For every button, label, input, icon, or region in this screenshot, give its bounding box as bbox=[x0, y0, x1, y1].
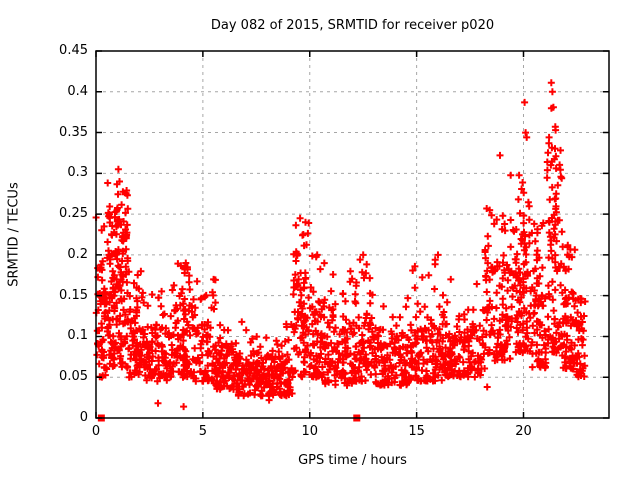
x-tick-label: 5 bbox=[198, 424, 208, 439]
y-tick-label: 0.4 bbox=[67, 83, 88, 99]
y-tick-label: 0.3 bbox=[67, 165, 88, 181]
x-tick-label: 20 bbox=[515, 424, 532, 439]
y-tick-label: 0.25 bbox=[59, 206, 88, 222]
y-tick-label: 0 bbox=[79, 410, 88, 425]
y-tick-label: 0.2 bbox=[67, 246, 88, 262]
y-tick-label: 0.35 bbox=[59, 124, 88, 140]
x-tick-label: 0 bbox=[91, 424, 101, 439]
y-tick-label: 0.15 bbox=[59, 287, 88, 303]
scatter-points-srmtid-scatter bbox=[92, 79, 589, 411]
x-tick-label: 10 bbox=[301, 424, 319, 439]
x-tick-label: 15 bbox=[408, 424, 425, 439]
x-axis-label: GPS time / hours bbox=[298, 453, 407, 468]
y-tick-label: 0.05 bbox=[59, 369, 88, 385]
y-tick-label: 0.1 bbox=[67, 328, 88, 344]
plot-border bbox=[95, 50, 610, 419]
chart-title: Day 082 of 2015, SRMTID for receiver p02… bbox=[210, 18, 495, 33]
y-tick-label: 0.45 bbox=[59, 43, 88, 58]
